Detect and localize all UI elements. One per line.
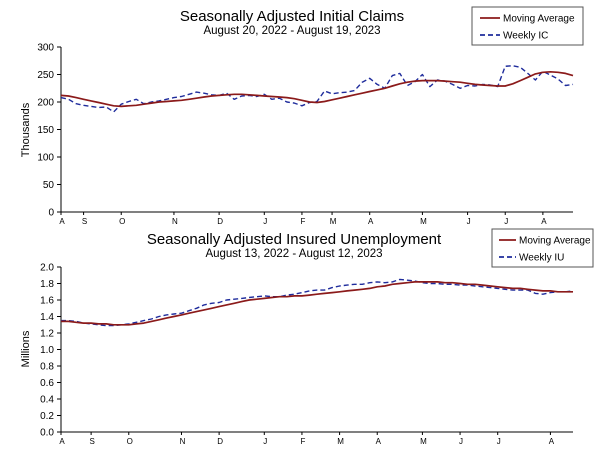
chart1-y-tick-label: 50 — [43, 180, 55, 191]
chart1-x-tick-label: O — [119, 217, 125, 226]
chart2-y-axis-label: Millions — [20, 330, 32, 367]
chart2-legend-label-moving-average: Moving Average — [519, 236, 591, 247]
chart2-x-tick-label: A — [376, 437, 382, 446]
chart1-y-tick-label: 200 — [37, 98, 54, 109]
chart1-x-tick-label: A — [368, 217, 374, 226]
chart2-y-tick-label: 0.8 — [40, 362, 54, 373]
chart2-y-tick-label: 2.0 — [40, 263, 54, 274]
chart1-x-tick-label: J — [504, 217, 508, 226]
chart2-y-tick-label: 0.2 — [40, 411, 54, 422]
chart1-legend-label-weekly: Weekly IC — [503, 31, 548, 42]
chart1-y-tick-label: 300 — [37, 43, 54, 54]
chart2-y-tick-label: 1.6 — [40, 296, 54, 307]
chart1-y-tick-label: 100 — [37, 153, 54, 164]
chart2-title: Seasonally Adjusted Insured Unemployment — [147, 231, 442, 248]
chart2-legend-box — [491, 228, 594, 268]
chart1-y-tick-label: 150 — [37, 125, 54, 136]
chart2-x-tick-label: N — [180, 437, 186, 446]
chart1-series-weekly-line — [60, 64, 574, 113]
chart2-x-tick-label: J — [263, 437, 267, 446]
chart2-plot-area: 0.0 0.2 0.4 0.6 0.8 1.0 1.2 1.4 1.6 1.8 2.0 A S O N D J F… — [40, 263, 574, 446]
chart1-x-tick-label: M — [420, 217, 427, 226]
chart1-x-tick-label: F — [300, 217, 305, 226]
chart2-x-tick-label: O — [127, 437, 133, 446]
chart1-x-tick-label: J — [467, 217, 471, 226]
chart1-y-tick-label: 0 — [48, 208, 54, 219]
chart1-y-tick-label: 250 — [37, 70, 54, 81]
chart2-x-tick-label: A — [59, 437, 65, 446]
chart2-y-tick-label: 0.6 — [40, 378, 54, 389]
chart1-x-tick-label: D — [217, 217, 223, 226]
chart1-legend-label-moving-average: Moving Average — [503, 14, 575, 25]
chart2-subtitle: August 13, 2022 - August 12, 2023 — [205, 248, 382, 260]
chart2-legend: Moving Average Weekly IU — [491, 228, 594, 268]
chart2-x-tick-label: F — [300, 437, 305, 446]
chart2-x-tick-label: A — [549, 437, 555, 446]
chart2-y-tick-label: 1.2 — [40, 329, 54, 340]
chart2-x-tick-label: J — [497, 437, 501, 446]
chart1-x-tick-label: A — [541, 217, 547, 226]
chart2-legend-label-weekly: Weekly IU — [519, 253, 564, 264]
chart2-y-tick-label: 1.0 — [40, 345, 54, 356]
chart2-series-moving-average-line — [61, 281, 573, 326]
chart1-title: Seasonally Adjusted Initial Claims — [180, 8, 404, 25]
chart1-x-tick-label: S — [82, 217, 87, 226]
chart2-x-tick-label: D — [217, 437, 223, 446]
chart1-legend: Moving Average Weekly IC — [471, 6, 584, 46]
chart2-x-tick-label: S — [89, 437, 94, 446]
chart1-legend-box — [471, 6, 584, 46]
chart1-y-axis-label: Thousands — [20, 102, 32, 157]
chart1-subtitle: August 20, 2022 - August 19, 2023 — [203, 25, 380, 37]
chart1-x-tick-label: A — [59, 217, 65, 226]
chart1-x-tick-label: N — [172, 217, 178, 226]
chart2-y-tick-label: 0.0 — [40, 428, 54, 439]
chart2-x-tick-label: M — [420, 437, 427, 446]
chart2-y-tick-label: 0.4 — [40, 395, 54, 406]
chart2-series-weekly-line — [61, 278, 574, 327]
chart2-y-tick-label: 1.4 — [40, 312, 54, 323]
chart2-x-tick-label: M — [337, 437, 344, 446]
chart2-x-tick-label: J — [459, 437, 463, 446]
chart1-x-tick-label: M — [330, 217, 337, 226]
chart1-x-tick-label: J — [263, 217, 267, 226]
chart2-y-tick-label: 1.8 — [40, 279, 54, 290]
chart1-plot-area: 0 50 100 150 200 250 300 A S O N D J F M A M J J A — [37, 43, 574, 226]
chart1-series-moving-average-line — [60, 70, 574, 108]
